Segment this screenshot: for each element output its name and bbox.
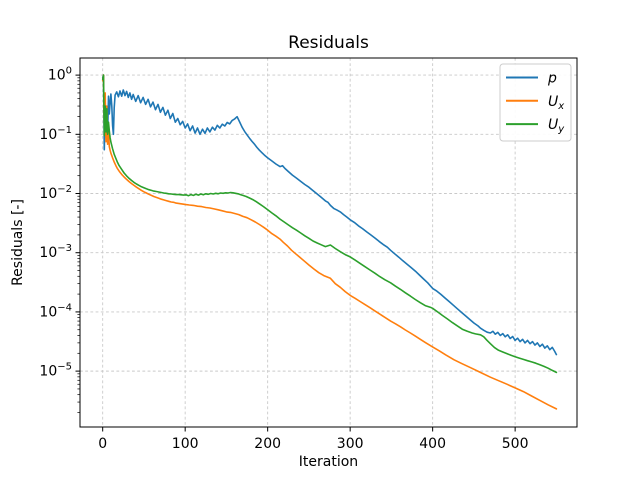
- series-line-Ux: [101, 74, 558, 410]
- legend: p Ux Uy: [499, 63, 572, 142]
- legend-label-p: p: [547, 71, 557, 87]
- y-tick-label: 10−5: [39, 362, 72, 380]
- y-tick-label: 10−2: [39, 184, 72, 202]
- axes-spines: [79, 57, 578, 428]
- x-axis-label: Iteration: [299, 454, 358, 470]
- y-tick-label: 100: [48, 66, 72, 84]
- x-tick-label: 500: [502, 436, 529, 452]
- chart-title: Residuals: [288, 33, 369, 53]
- series-line-Uy: [101, 74, 558, 374]
- legend-box: [499, 63, 572, 142]
- x-tick-label: 400: [419, 436, 446, 452]
- x-tick-label: 0: [98, 436, 107, 452]
- y-tick-label: 10−1: [39, 125, 72, 143]
- plot-area: [80, 58, 577, 427]
- legend-label-Ux: Ux: [548, 94, 564, 112]
- tick-layer: 0 100 200 300 400 500 100 10−1 10−2 10−3 10−4 10−5: [39, 66, 528, 452]
- series-layer: [101, 74, 558, 410]
- y-tick-label: 10−3: [39, 243, 72, 261]
- x-tick-label: 200: [254, 436, 281, 452]
- y-axis-label: Residuals [-]: [10, 199, 26, 286]
- legend-label-Uy: Uy: [548, 117, 565, 135]
- series-line-p: [101, 74, 558, 356]
- x-tick-label: 300: [337, 436, 364, 452]
- x-tick-label: 100: [172, 436, 199, 452]
- grid-layer: [80, 58, 577, 427]
- y-tick-label: 10−4: [39, 302, 72, 320]
